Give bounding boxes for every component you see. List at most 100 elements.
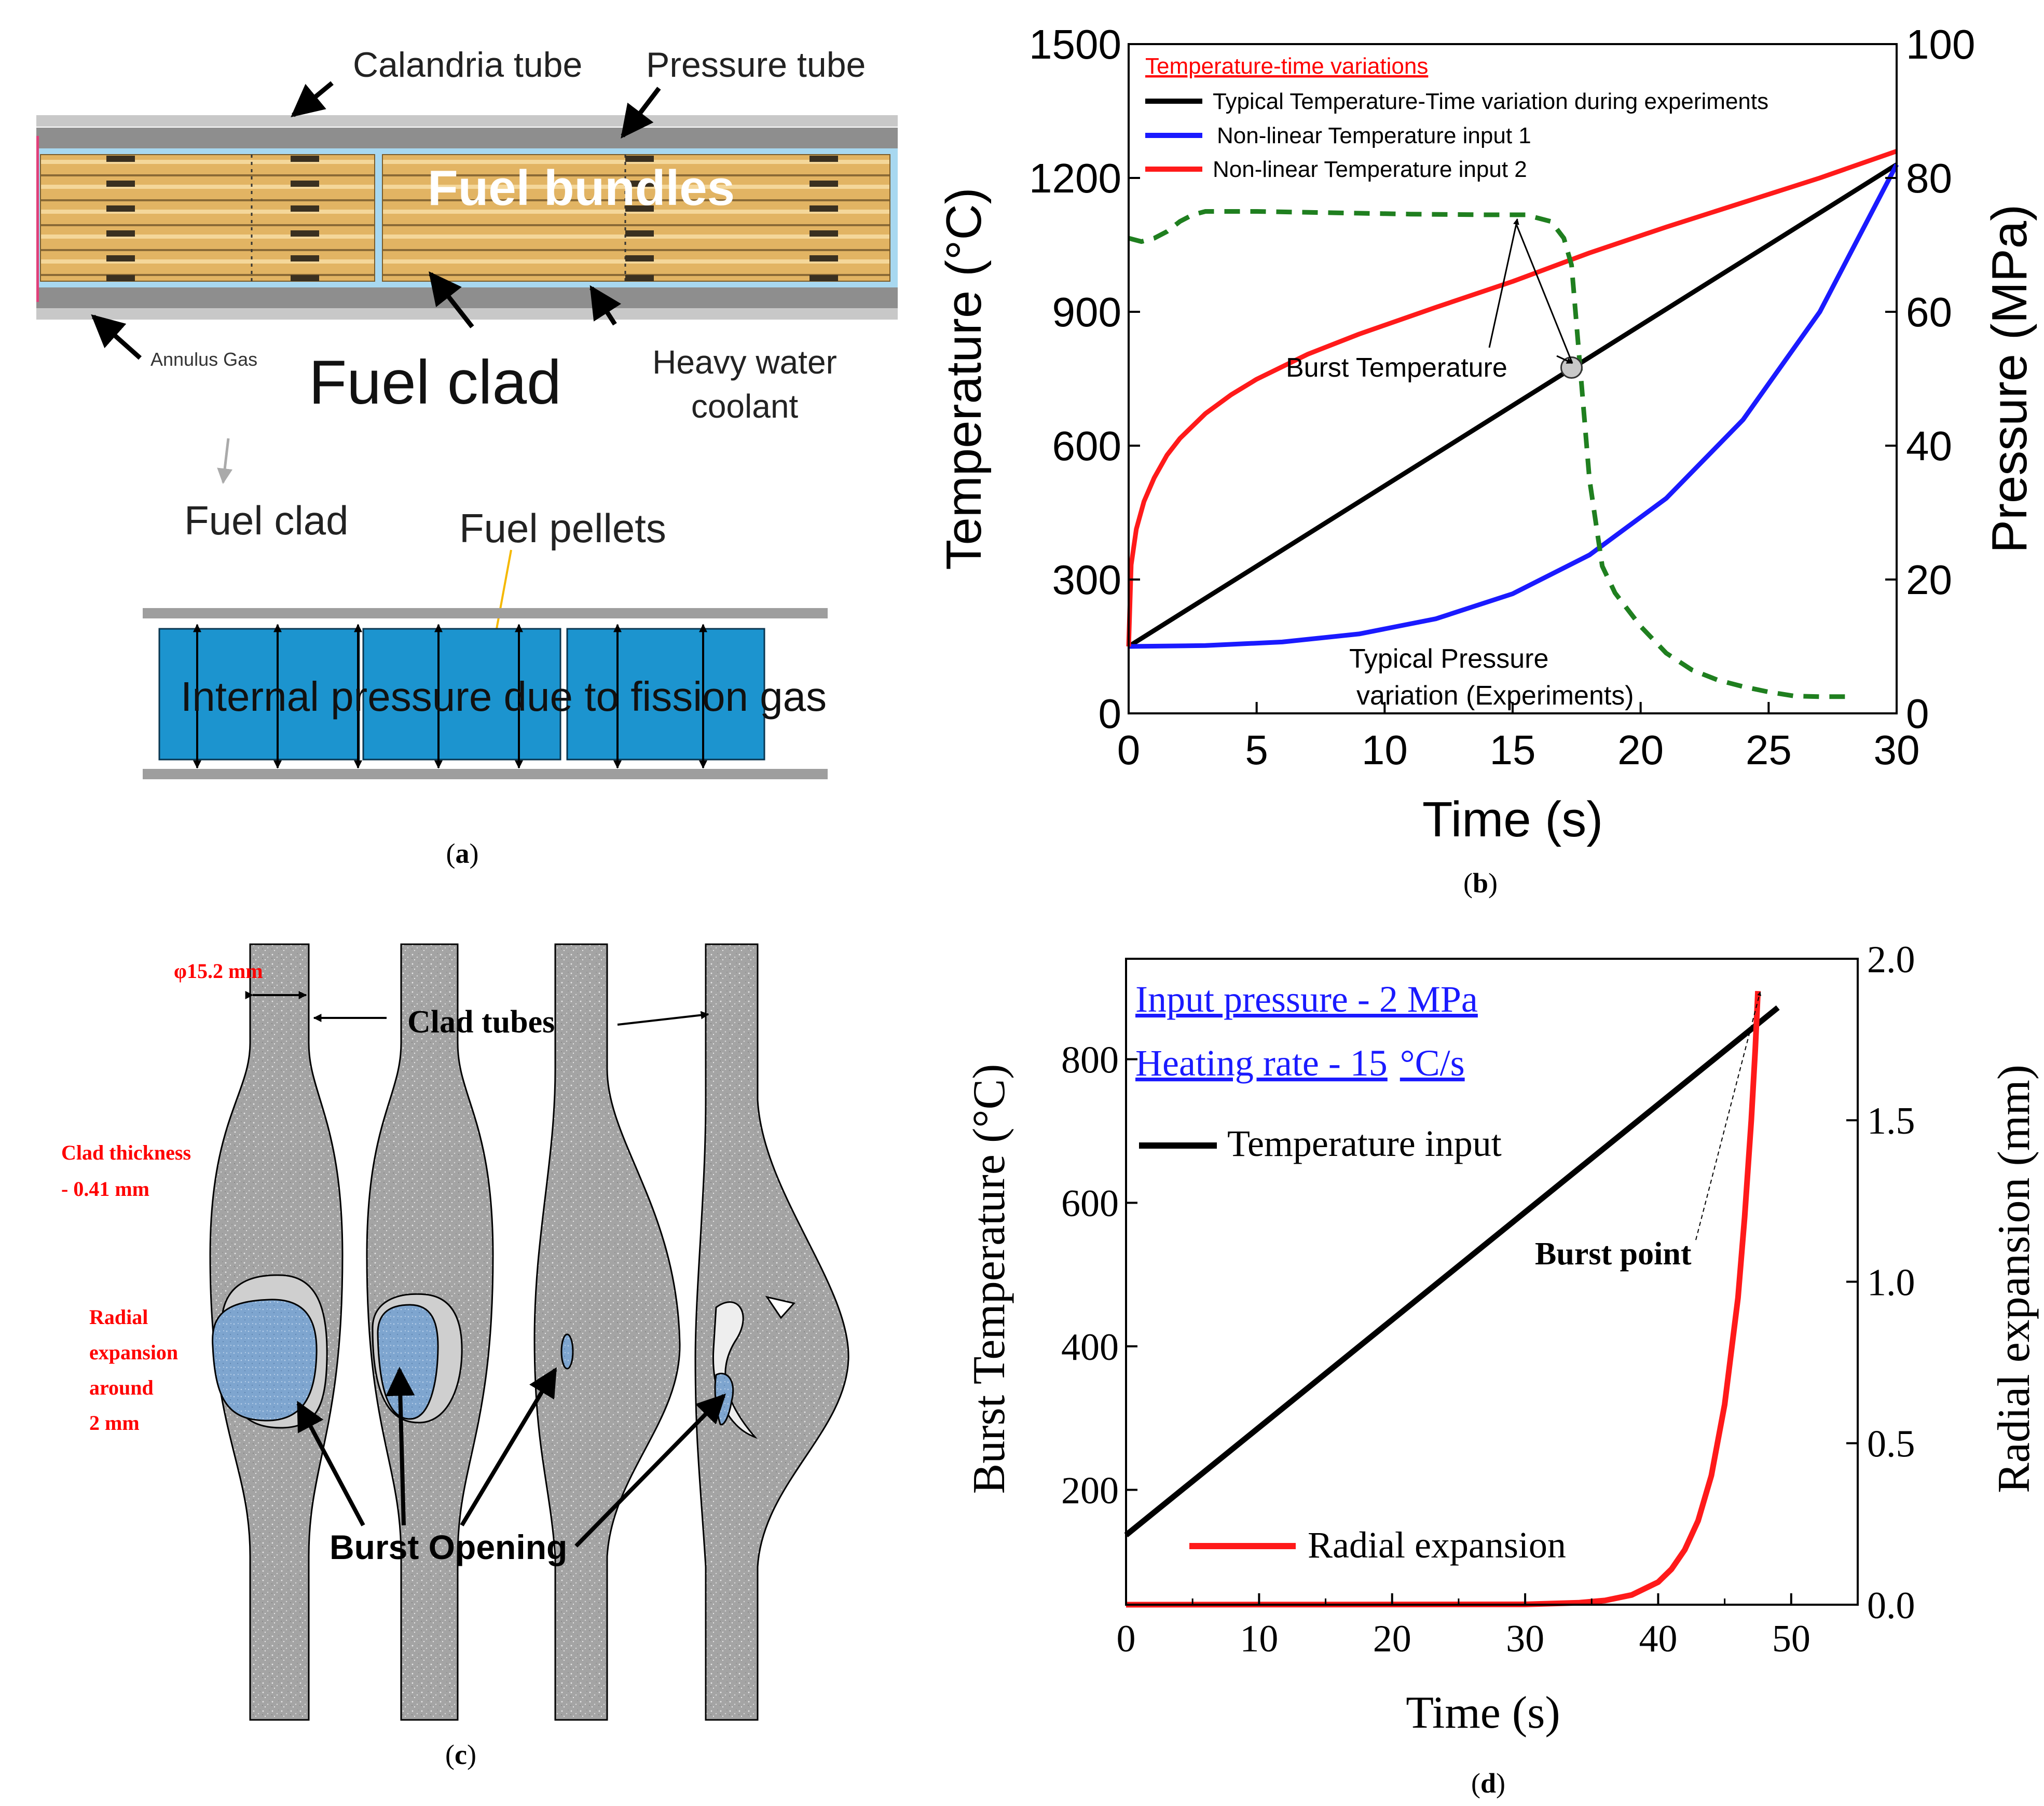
x-tick-label: 0 [1117,1618,1136,1660]
y2-tick-label: 1.0 [1867,1261,1915,1304]
y2-tick-label: 20 [1906,557,1952,603]
panel-d-legend-radial: Radial expansion [1308,1524,1566,1566]
panel-b-legend-input2: Non-linear Temperature input 2 [1213,157,1527,182]
y2-tick-label: 0.0 [1867,1584,1915,1627]
y2-tick-label: 40 [1906,423,1952,469]
panel-b-temperature-pressure-chart: 0 5 10 15 20 25 300300600900120015000204060801… [936,21,2037,899]
panel-b-line-typical [1127,162,1898,649]
clad-tubes-label: Clad tubes [407,1004,555,1040]
panel-d-burst-chart: 0 10 20 30 40 50 200 400 600 800 0.0 0.5 1.0 1.5 2.0 I… [964,939,2039,1799]
clad-tube-4 [694,943,849,1721]
x-tick-label: 10 [1240,1618,1278,1660]
x-tick-label: 50 [1772,1618,1810,1660]
y-tick-label: 200 [1061,1470,1119,1512]
x-tick-label: 10 [1362,727,1408,773]
panel-b-burst-leader [1488,221,1573,364]
x-tick-label: 30 [1874,727,1920,773]
radial-expansion-line4: 2 mm [89,1411,140,1435]
panel-d-line-temperature [1124,1005,1780,1538]
y2-tick-label: 60 [1906,289,1952,335]
x-tick-label: 5 [1245,727,1268,773]
panel-b-tick-labels: 0 5 10 15 20 25 300300600900120015000204060801… [1029,21,1975,773]
fuel-pellet-3 [566,628,765,761]
panel-b-line-pressure [1128,209,1846,699]
y-tick-label: 800 [1061,1039,1119,1082]
y-tick-label: 300 [1052,557,1121,603]
y-tick-label: 600 [1052,423,1121,469]
end-plate [36,136,39,302]
pressure-tube-label: Pressure tube [646,45,866,85]
pressure-arrows [193,624,707,769]
burst-opening-label: Burst Opening [330,1528,567,1566]
panel-d-legend-temperature: Temperature input [1227,1123,1502,1164]
panel-d-burst-point-label: Burst point [1535,1236,1692,1272]
y2-tick-label: 100 [1906,21,1975,67]
x-tick-label: 30 [1506,1618,1544,1660]
y2-tick-label: 0.5 [1867,1423,1915,1466]
diameter-label: φ15.2 mm [174,959,263,983]
panel-d-x-axis-title: Time (s) [1406,1688,1560,1738]
y-tick-label: 1500 [1029,21,1121,67]
clad-3-burst-opening [560,1333,574,1370]
x-tick-label: 0 [1117,727,1141,773]
x-tick-label: 20 [1617,727,1664,773]
panel-b-legend-typical: Typical Temperature-Time variation durin… [1213,89,1768,114]
y-tick-label: 600 [1061,1182,1119,1225]
panel-b-y2-axis-title: Pressure (MPa) [1982,204,2037,553]
clad-thickness-line2: - 0.41 mm [61,1177,149,1201]
clad-bottom [143,769,828,779]
fuel-clad-label: Fuel clad [184,498,349,543]
panel-b-legend-input1: Non-linear Temperature input 1 [1217,123,1531,148]
panel-d-tick-labels: 0 10 20 30 40 50 200 400 600 800 0.0 0.5 1.0 1.5 2.0 [1061,939,1915,1660]
fuel-pellet-1 [158,628,360,761]
clad-top [143,608,828,618]
panel-d-y-axis-title: Burst Temperature (°C) [964,1064,1014,1494]
caption-b: (b) [1463,867,1498,899]
heavy-water-label-line2: coolant [691,388,799,425]
clad-1-burst-opening [212,1299,318,1422]
calandria-tube-bottom [36,308,898,320]
clad-thickness-line1: Clad thickness [61,1141,191,1164]
panel-c-burst-clad-tubes: φ15.2 mm Clad tubes Clad thickness - 0.4… [61,943,849,1770]
clad-4-opening-small [765,1295,795,1319]
x-tick-label: 40 [1639,1618,1677,1660]
caption-a: (a) [446,838,479,869]
y2-tick-label: 80 [1906,155,1952,201]
calandria-tube-top [36,115,898,127]
panel-b-pressure-label-line1: Typical Pressure [1349,644,1548,674]
radial-expansion-line1: Radial [89,1305,148,1329]
panel-d-y2-axis-title: Radial expansion (mm) [1989,1065,2039,1493]
clad-tube-3 [533,943,681,1721]
panel-b-legend-title: Temperature-time variations [1145,53,1428,79]
fuel-clad-heading: Fuel clad [309,348,561,417]
panel-d-ticks [1125,958,1858,1606]
y-tick-label: 1200 [1029,155,1121,201]
radial-expansion-line3: around [89,1376,154,1399]
caption-c: (c) [445,1739,476,1770]
panel-d-input-pressure-note: Input pressure - 2 MPa [1135,978,1478,1020]
panel-b-series [1126,149,1899,699]
x-tick-label: 25 [1746,727,1792,773]
panel-b-x-axis-title: Time (s) [1422,792,1603,847]
panel-d-heating-rate-note: Heating rate - 15 °C/s [1135,1042,1465,1084]
heavy-water-label-line1: Heavy water [652,343,837,381]
fuel-bundle-1 [40,154,375,282]
pressure-tube-top [36,128,898,148]
panel-d-burst-leader [1695,991,1762,1240]
panel-b-y-axis-title: Temperature (°C) [936,187,992,570]
panel-b-burst-temperature-label: Burst Temperature [1286,353,1507,383]
panel-a-fuel-channel-diagram: Fuel bundles Calandria tube Pressure tub… [36,45,898,869]
panel-b-pressure-label-line2: variation (Experiments) [1356,681,1634,711]
pressure-tube-bottom [36,287,898,308]
fuel-pellets-label: Fuel pellets [459,505,666,551]
calandria-tube-label: Calandria tube [353,45,582,85]
y2-tick-label: 1.5 [1867,1100,1915,1142]
fuel-pellet-2 [362,628,561,761]
fuel-bundles-label: Fuel bundles [428,160,735,216]
annulus-gas-label: Annulus Gas [150,349,257,370]
y-tick-label: 900 [1052,289,1121,335]
x-tick-label: 20 [1373,1618,1411,1660]
y2-tick-label: 0 [1906,691,1929,737]
radial-expansion-line2: expansion [89,1341,178,1364]
